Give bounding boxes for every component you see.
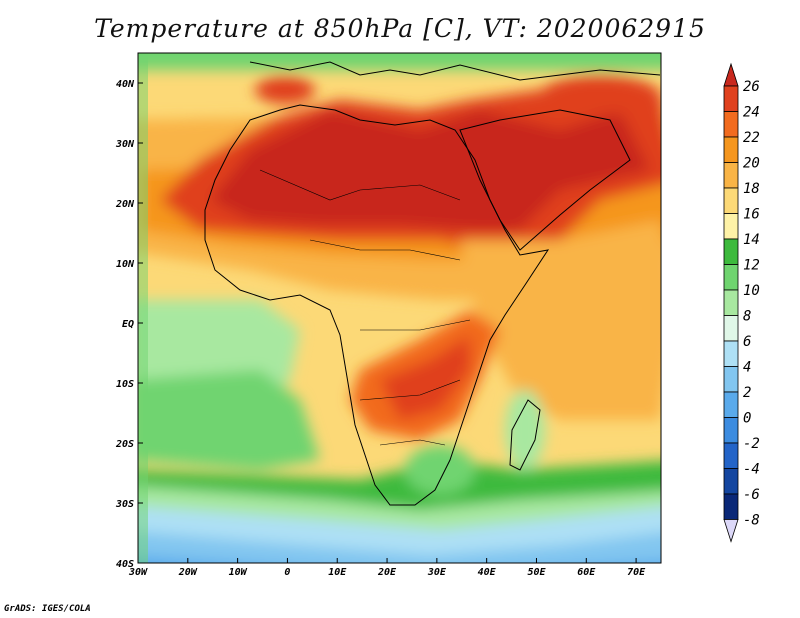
europe-coastline xyxy=(249,61,661,81)
lon-tick-label: 10W xyxy=(229,567,248,578)
madagascar-coastline xyxy=(509,399,541,471)
colorbar-box xyxy=(723,340,739,367)
coastlines xyxy=(204,61,661,506)
colorbar-box xyxy=(723,468,739,495)
colorbar-label: -2 xyxy=(743,436,760,452)
colorbar-label: 18 xyxy=(743,181,760,197)
lat-tick-label: 10N xyxy=(116,259,135,270)
colorbar-box xyxy=(723,264,739,291)
colorbar-label: 8 xyxy=(743,309,751,325)
colorbar-box xyxy=(723,442,739,469)
colorbar-box xyxy=(723,315,739,342)
lon-tick-label: 20W xyxy=(178,567,198,578)
lon-tick-label: 20E xyxy=(377,567,397,578)
lon-tick-label: 40E xyxy=(478,567,497,578)
longitude-ticks: 30W 20W 10W 0 10E 20E 30E 40E 50E 60E 70E xyxy=(128,558,646,578)
colorbar-label: 14 xyxy=(743,232,760,248)
arabia-coastline xyxy=(459,109,631,251)
colorbar-top-arrow xyxy=(723,62,739,87)
colorbar-label: 24 xyxy=(743,105,760,121)
lon-tick-label: 70E xyxy=(627,567,646,578)
lon-tick-label: 60E xyxy=(577,567,596,578)
colorbar-label: 6 xyxy=(743,334,751,350)
colorbar-box xyxy=(723,417,739,444)
lon-tick-label: 30W xyxy=(128,567,148,578)
lat-tick-label: EQ xyxy=(122,319,134,330)
colorbar-box xyxy=(723,213,739,240)
colorbar-label: 12 xyxy=(743,258,760,274)
lon-tick-label: 50E xyxy=(527,567,546,578)
latitude-ticks: 40N 30N 20N 10N EQ 10S 20S 30S 40S xyxy=(115,79,143,570)
lat-tick-label: 20N xyxy=(115,199,135,210)
colorbar-box xyxy=(723,289,739,316)
colorbar-bottom-arrow xyxy=(723,519,739,543)
colorbar-label: -8 xyxy=(743,513,760,529)
colorbar-box xyxy=(723,187,739,214)
credit-text: GrADS: IGES/COLA xyxy=(4,604,91,614)
colorbar-box xyxy=(723,162,739,189)
colorbar-label: 22 xyxy=(743,130,760,146)
map-title: Temperature at 850hPa [C], VT: 202006291… xyxy=(94,14,706,43)
colorbar-label: 10 xyxy=(743,283,760,299)
colorbar-label: 0 xyxy=(743,411,751,427)
colorbar-label: 2 xyxy=(743,385,751,401)
lon-tick-label: 30E xyxy=(427,567,447,578)
colorbar-box xyxy=(723,238,739,265)
temperature-field xyxy=(138,53,661,563)
lat-tick-label: 40S xyxy=(116,559,134,570)
lon-tick-label: 0 xyxy=(284,567,290,578)
colorbar-box xyxy=(723,85,739,112)
colorbar-box xyxy=(723,391,739,418)
colorbar-label: 4 xyxy=(743,360,751,376)
lat-tick-label: 30S xyxy=(115,499,134,510)
colorbar-label: 26 xyxy=(743,79,760,95)
lat-tick-label: 30N xyxy=(115,139,135,150)
africa-coastline xyxy=(204,104,550,506)
lon-tick-label: 10E xyxy=(328,567,347,578)
lat-tick-label: 20S xyxy=(115,439,134,450)
colorbar-box xyxy=(723,493,739,520)
colorbar-box xyxy=(723,366,739,393)
lat-tick-label: 10S xyxy=(116,379,134,390)
colorbar-box xyxy=(723,136,739,163)
lat-tick-label: 40N xyxy=(116,79,135,90)
colorbar-label: 20 xyxy=(743,156,760,172)
colorbar-label: 16 xyxy=(743,207,760,223)
colorbar-label: -4 xyxy=(743,462,760,478)
colorbar-box xyxy=(723,111,739,138)
colorbar-label: -6 xyxy=(743,487,760,503)
map-frame xyxy=(137,52,662,564)
